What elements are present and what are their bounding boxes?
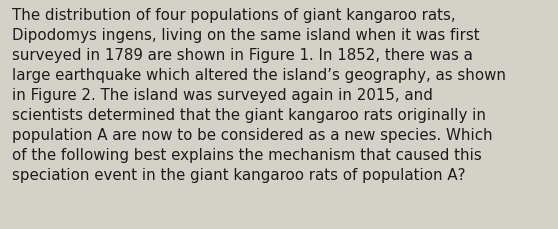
Text: The distribution of four populations of giant kangaroo rats,
Dipodomys ingens, l: The distribution of four populations of … — [12, 8, 506, 183]
